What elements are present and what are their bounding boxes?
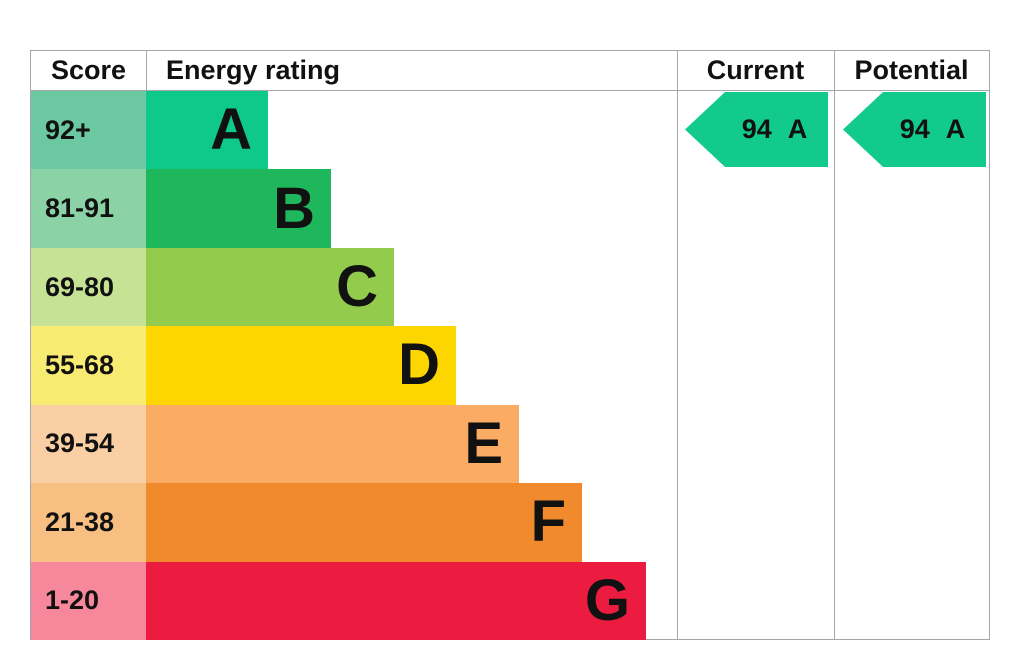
current-rating-arrow: 94 A bbox=[685, 92, 828, 167]
column-header-current: Current bbox=[706, 55, 805, 85]
potential-rating-letter: A bbox=[945, 114, 966, 144]
rating-row-e: 39-54 E bbox=[31, 404, 677, 484]
header-divider bbox=[31, 90, 989, 91]
rating-bar-d: D bbox=[146, 326, 456, 405]
rating-row-g: 1-20 G bbox=[31, 561, 677, 640]
rating-bar-c: C bbox=[146, 247, 394, 327]
rating-letter: F bbox=[530, 489, 566, 555]
current-rating-letter: A bbox=[787, 114, 808, 144]
rating-letter: E bbox=[464, 410, 503, 476]
rating-letter: C bbox=[336, 254, 378, 320]
potential-rating-arrow: 94 A bbox=[843, 92, 986, 167]
rating-row-d: 55-68 D bbox=[31, 326, 677, 405]
current-score-value: 94 bbox=[741, 114, 772, 144]
rating-bar-e: E bbox=[146, 404, 519, 484]
score-column-divider bbox=[146, 51, 147, 90]
rating-bar-g: G bbox=[146, 561, 646, 640]
rating-bar-f: F bbox=[146, 483, 582, 562]
rating-row-b: 81-91 B bbox=[31, 169, 677, 248]
rating-bar-a: A bbox=[146, 91, 268, 170]
column-header-potential: Potential bbox=[854, 55, 969, 85]
score-range-label: 69-80 bbox=[31, 247, 146, 327]
potential-column-divider bbox=[834, 51, 835, 639]
score-range-label: 81-91 bbox=[31, 169, 146, 248]
rating-letter: G bbox=[584, 567, 630, 633]
score-range-label: 92+ bbox=[31, 91, 146, 170]
rating-bar-b: B bbox=[146, 169, 331, 248]
column-header-score: Score bbox=[50, 55, 127, 85]
rating-rows: 92+ A 81-91 B 69-80 C 55-68 D bbox=[31, 91, 677, 640]
potential-score-value: 94 bbox=[899, 114, 930, 144]
rating-letter: B bbox=[273, 175, 315, 241]
epc-table: Score Energy rating Current Potential 92… bbox=[30, 50, 990, 640]
rating-row-f: 21-38 F bbox=[31, 483, 677, 562]
rating-row-a: 92+ A bbox=[31, 91, 677, 170]
score-range-label: 55-68 bbox=[31, 326, 146, 405]
score-range-label: 1-20 bbox=[31, 561, 146, 640]
score-range-label: 21-38 bbox=[31, 483, 146, 562]
rating-letter: A bbox=[210, 97, 252, 163]
score-range-label: 39-54 bbox=[31, 404, 146, 484]
rating-letter: D bbox=[398, 332, 440, 398]
current-column-divider bbox=[677, 51, 678, 639]
column-header-energy-rating: Energy rating bbox=[166, 55, 341, 85]
rating-row-c: 69-80 C bbox=[31, 247, 677, 327]
table-header: Score Energy rating Current Potential bbox=[31, 51, 989, 90]
